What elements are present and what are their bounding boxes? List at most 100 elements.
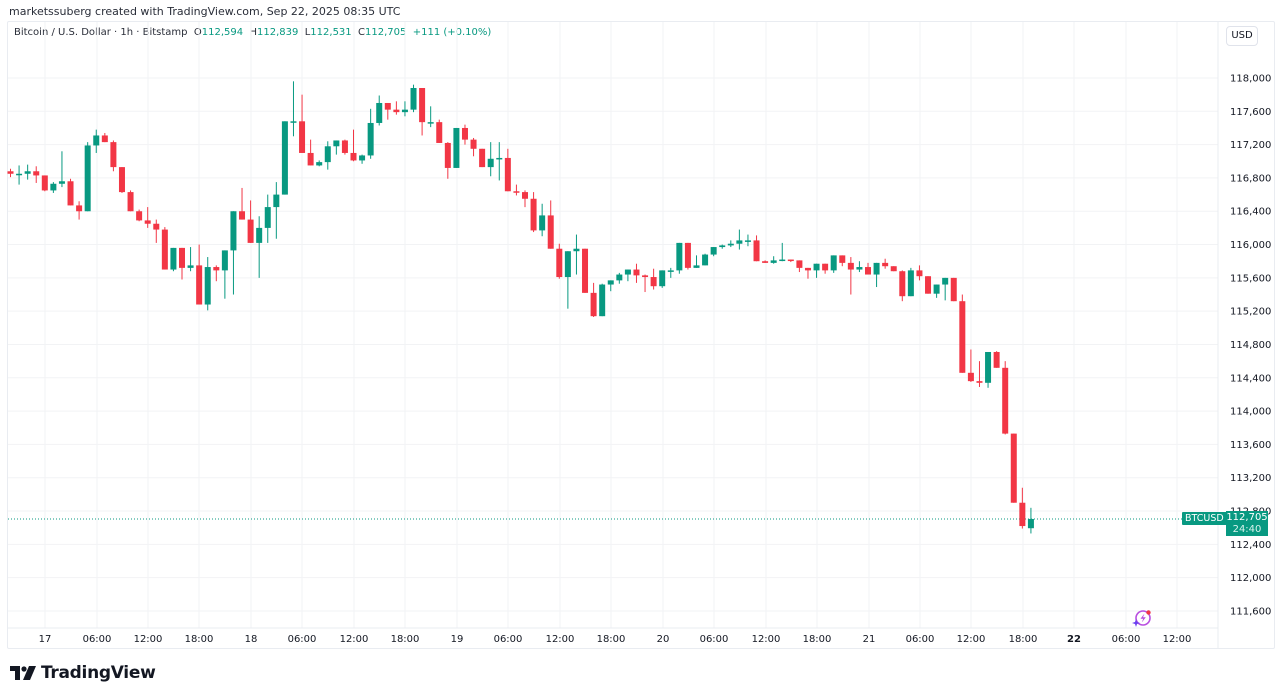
candle <box>985 351 992 383</box>
time-tick-label: 06:00 <box>1112 634 1141 645</box>
candle <box>196 265 203 305</box>
open-value: 112,594 <box>201 27 244 38</box>
candle <box>436 122 443 143</box>
candle <box>890 266 897 272</box>
price-tick-label: 117,600 <box>1230 107 1271 118</box>
candle <box>101 135 108 143</box>
time-axis[interactable]: 17 06:00 12:00 18:00 18 06:00 12:00 18:00 19 06:0… <box>39 634 1192 645</box>
candle <box>110 142 117 168</box>
price-tick-label: 115,200 <box>1230 307 1271 318</box>
candle <box>564 251 571 278</box>
candle <box>693 265 700 268</box>
candle <box>281 121 288 195</box>
candle <box>376 102 383 123</box>
candle <box>676 242 683 271</box>
candle <box>24 171 31 174</box>
time-tick-label: 12:00 <box>546 634 575 645</box>
candle <box>84 145 91 212</box>
candle <box>993 351 1000 368</box>
candle <box>839 255 846 263</box>
bar-countdown: 24:40 <box>1232 524 1262 535</box>
candle <box>804 267 811 271</box>
candle <box>599 284 606 317</box>
price-tick-label: 114,400 <box>1230 373 1271 384</box>
symbol-title[interactable]: Bitcoin / U.S. Dollar · 1h · Bitstamp <box>14 27 188 38</box>
candle <box>324 146 331 163</box>
candle <box>118 167 125 193</box>
candle <box>624 269 631 275</box>
candle <box>247 219 254 243</box>
candle <box>719 245 726 248</box>
candle <box>290 121 297 123</box>
candle <box>1027 518 1034 529</box>
candle <box>702 254 709 266</box>
candle <box>33 171 40 176</box>
candle <box>727 243 734 246</box>
open-label: O <box>193 27 202 38</box>
candle <box>950 277 957 302</box>
time-tick-label: 12:00 <box>752 634 781 645</box>
candle <box>93 135 100 146</box>
candles <box>7 81 1034 534</box>
chart-credit: marketssuberg created with TradingView.c… <box>9 5 401 18</box>
candle <box>684 242 691 268</box>
time-tick-label: 20 <box>657 634 670 645</box>
candle <box>161 229 168 270</box>
lightning-alert-icon[interactable] <box>1132 610 1151 627</box>
time-tick-label: 12:00 <box>957 634 986 645</box>
candle <box>556 248 563 278</box>
candle <box>933 284 940 294</box>
candle <box>590 292 597 317</box>
candle <box>470 139 477 149</box>
candle <box>547 215 554 249</box>
candle <box>419 87 426 123</box>
symbol-price-tag: BTCUSD <box>1182 512 1227 525</box>
tradingview-logo-icon <box>10 666 36 680</box>
candle <box>847 262 854 270</box>
time-tick-label: 17 <box>39 634 52 645</box>
candle <box>341 140 348 153</box>
candle <box>384 102 391 110</box>
price-tick-label: 116,400 <box>1230 207 1271 218</box>
tradingview-logo[interactable]: TradingView <box>10 663 156 683</box>
last-price-tag: 112,705 24:40 <box>1226 511 1268 536</box>
candle <box>770 260 777 263</box>
candle <box>907 270 914 297</box>
candle <box>7 171 14 174</box>
candle <box>787 259 794 262</box>
candle <box>153 223 160 230</box>
candle <box>916 270 923 277</box>
candle <box>865 267 871 275</box>
candle <box>1019 502 1026 527</box>
price-tick-label: 112,000 <box>1230 573 1271 584</box>
candle <box>659 270 666 287</box>
candle <box>813 263 820 271</box>
candle <box>607 280 614 285</box>
candle <box>1002 367 1009 434</box>
low-label: L <box>304 27 311 38</box>
time-tick-label: 19 <box>451 634 464 645</box>
close-value: 112,705 <box>365 27 407 38</box>
tradingview-logo-text: TradingView <box>41 663 156 683</box>
chart-frame <box>7 21 1275 649</box>
candle <box>453 127 460 168</box>
candle <box>58 181 65 184</box>
time-tick-label: 12:00 <box>1163 634 1192 645</box>
candle <box>710 247 717 255</box>
candle <box>967 372 974 382</box>
candle <box>1010 433 1017 503</box>
candle <box>50 183 57 191</box>
candle <box>830 255 837 271</box>
time-tick-label: 21 <box>863 634 876 645</box>
candle <box>427 122 434 124</box>
high-label: H <box>249 27 257 38</box>
currency-button[interactable]: USD <box>1226 26 1258 46</box>
candle <box>179 247 185 268</box>
candle <box>350 152 357 161</box>
candle <box>976 381 983 383</box>
candle <box>144 220 151 224</box>
candle <box>239 211 246 220</box>
symbol-legend: Bitcoin / U.S. Dollar · 1h · Bitstamp O1… <box>14 27 491 38</box>
candle <box>230 211 237 251</box>
